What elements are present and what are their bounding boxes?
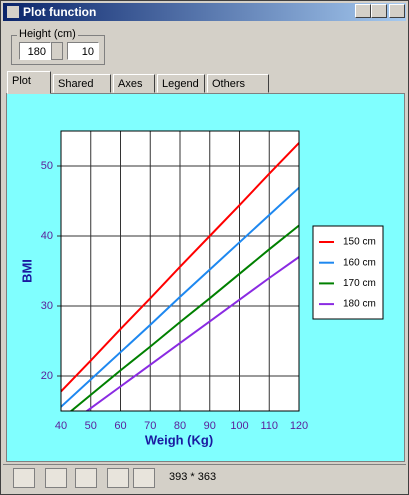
legend-label: 160 cm [343,257,376,268]
legend-label: 180 cm [343,299,376,310]
x-tick-label: 110 [260,420,278,432]
tool-button[interactable] [45,468,67,488]
x-axis-label: Weigh (Kg) [145,432,213,447]
plot-frame [60,130,300,412]
series-line [85,256,299,411]
height-input[interactable]: 180 [19,42,51,60]
status-text: 393 * 363 [169,471,217,483]
x-tick-label: 120 [290,420,308,432]
step-input[interactable]: 10 [67,42,99,60]
y-tick-label: 20 [41,370,53,382]
y-axis-label: BMI [19,259,34,283]
tab[interactable]: Axes [113,74,155,93]
series-line [69,224,299,411]
y-tick-label: 50 [41,160,53,172]
x-tick-label: 90 [204,420,216,432]
legend-label: 170 cm [343,278,376,289]
x-tick-label: 60 [114,420,126,432]
x-tick-label: 80 [174,420,186,432]
tab[interactable]: Others opt. [207,74,269,109]
title-bar: Plot function [3,3,406,21]
tab[interactable]: Plot [7,71,51,94]
series-line [61,142,299,393]
legend-label: 150 cm [343,237,376,248]
y-tick-label: 40 [41,230,53,242]
tool-button[interactable] [75,468,97,488]
x-tick-label: 50 [85,420,97,432]
y-tick-label: 30 [41,300,53,312]
x-tick-label: 100 [230,420,248,432]
window-title: Plot function [23,5,97,19]
tool-button[interactable] [13,468,35,488]
x-tick-label: 40 [55,420,67,432]
x-tick-label: 70 [144,420,156,432]
group-label: Height (cm) [17,28,78,40]
tool-button[interactable] [107,468,129,488]
tool-button[interactable] [133,468,155,488]
spin-button[interactable] [51,42,63,60]
chart: Weigh (Kg) BMI 40 50 60 70 80 90 100 110 120 20 30… [19,130,384,447]
tab[interactable]: Shared opt. [53,74,111,109]
close-button[interactable] [389,4,405,18]
maximize-button[interactable] [371,4,387,18]
series-line [61,186,299,408]
minimize-button[interactable] [355,4,371,18]
tab[interactable]: Legend [157,74,205,93]
